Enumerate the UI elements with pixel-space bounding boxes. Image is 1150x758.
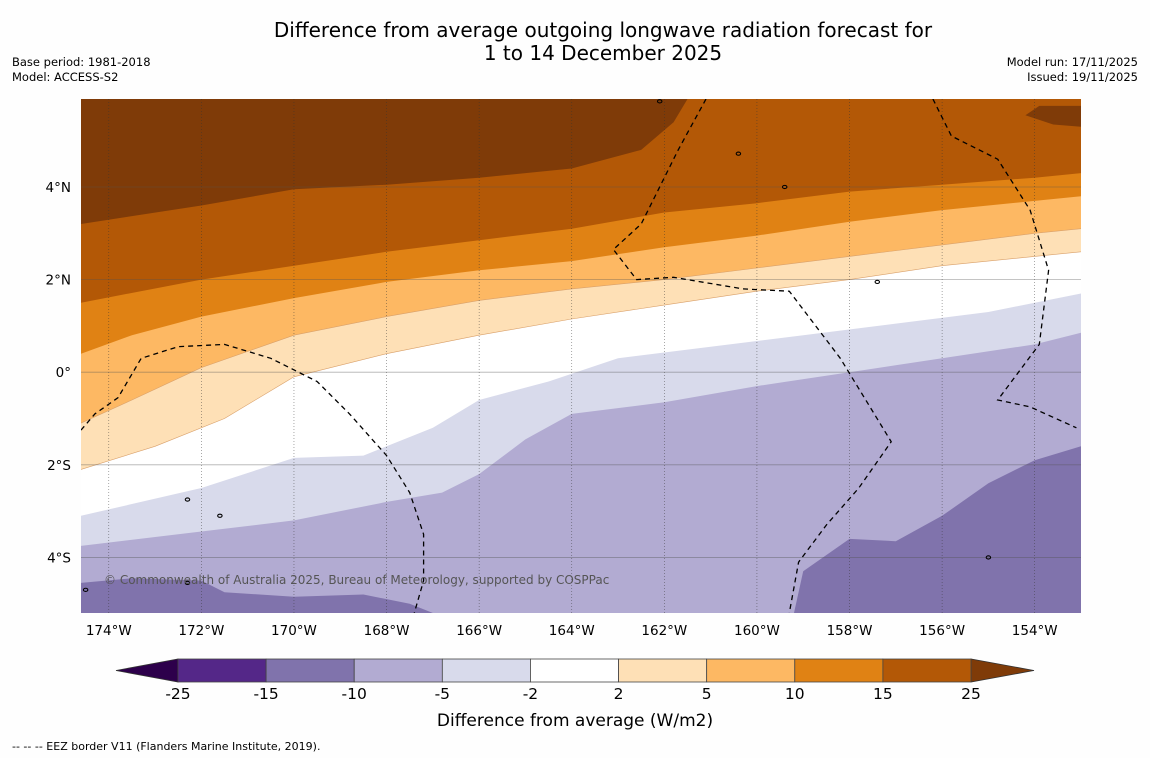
colorbar: -25 -15 -10 -5 -2 2 5 10 15 25 (115, 658, 1035, 703)
colorbar-tick-label: -5 (435, 685, 450, 703)
longitude-tick-label: 154°W (1012, 623, 1058, 639)
colorbar-swatch (177, 658, 267, 683)
colorbar-tick-label: -2 (523, 685, 538, 703)
longitude-tick-label: 172°W (178, 623, 224, 639)
colorbar-tick-label: 25 (961, 685, 981, 703)
eez-border-line (81, 343, 425, 613)
island-outline (656, 99, 663, 104)
colorbar-swatch (618, 658, 708, 683)
longitude-tick-label: 166°W (456, 623, 502, 639)
model-text: Model: ACCESS-S2 (12, 70, 119, 84)
colorbar-tick-label: 5 (702, 685, 712, 703)
copyright-text: © Commonwealth of Australia 2025, Bureau… (104, 573, 609, 587)
contour-band (1025, 105, 1081, 127)
island-outline (184, 580, 191, 586)
longitude-tick-label: 170°W (271, 623, 317, 639)
colorbar-title: Difference from average (W/m2) (437, 711, 713, 731)
coastlines (82, 99, 992, 592)
longitude-tick-label: 156°W (919, 623, 965, 639)
colorbar-tick-label: -25 (165, 685, 190, 703)
metadata-right: Model run: 17/11/2025 Issued: 19/11/2025 (1007, 55, 1138, 85)
colorbar-tick-label: 10 (785, 685, 805, 703)
colorbar-tick-label: -15 (253, 685, 278, 703)
metadata-left: Base period: 1981-2018 Model: ACCESS-S2 (12, 55, 151, 85)
title-line-2: 1 to 14 December 2025 (483, 41, 723, 65)
colorbar-tick-label: -10 (342, 685, 367, 703)
longitude-tick-label: 162°W (641, 623, 687, 639)
eez-borders (81, 99, 1077, 613)
island-outline (781, 184, 788, 190)
base-period-text: Base period: 1981-2018 (12, 55, 151, 69)
eez-border-line (612, 99, 892, 613)
longitude-tick-label: 164°W (549, 623, 595, 639)
chart-title: Difference from average outgoing longwav… (0, 19, 1150, 65)
colorbar-swatch (265, 658, 355, 683)
longitude-tick-label: 174°W (86, 623, 132, 639)
graticule (81, 99, 1081, 613)
longitude-tick-label: 168°W (364, 623, 410, 639)
island-outline (985, 555, 992, 560)
colorbar-swatch (530, 658, 619, 683)
island-outline (184, 497, 191, 502)
island-outline (874, 279, 881, 285)
contour-band (81, 99, 1081, 224)
island-outline (217, 513, 223, 518)
eez-border-line (932, 99, 1077, 429)
contour-bands (81, 99, 1081, 613)
island-outline (82, 587, 89, 592)
colorbar-tick-label: 15 (873, 685, 893, 703)
latitude-tick-label: 4°N (46, 180, 71, 196)
latitude-tick-label: 2°N (46, 273, 71, 289)
colorbar-swatch (882, 658, 972, 683)
latitude-tick-label: 4°S (47, 550, 71, 566)
latitude-tick-labels: 4°N 2°N 0° 2°S 4°S (46, 180, 71, 566)
colorbar-tick-label: 2 (614, 685, 624, 703)
island-outline (735, 151, 742, 156)
longitude-tick-label: 158°W (827, 623, 873, 639)
colorbar-swatch (706, 658, 796, 683)
colorbar-swatch (441, 658, 531, 683)
colorbar-swatch (794, 658, 884, 683)
latitude-tick-label: 2°S (47, 458, 71, 474)
eez-footnote: -- -- -- EEZ border V11 (Flanders Marine… (12, 740, 321, 753)
model-run-text: Model run: 17/11/2025 (1006, 55, 1138, 69)
latitude-tick-label: 0° (56, 365, 71, 381)
colorbar-over-arrow (970, 658, 1035, 683)
longitude-tick-label: 160°W (734, 623, 780, 639)
longitude-tick-labels: 174°W 172°W 170°W 168°W 166°W 164°W 162°W 160°W… (86, 623, 1058, 639)
issued-text: Issued: 19/11/2025 (1027, 70, 1138, 84)
colorbar-swatch (353, 658, 443, 683)
title-line-1: Difference from average outgoing longwav… (273, 18, 933, 42)
colorbar-under-arrow (115, 658, 179, 683)
